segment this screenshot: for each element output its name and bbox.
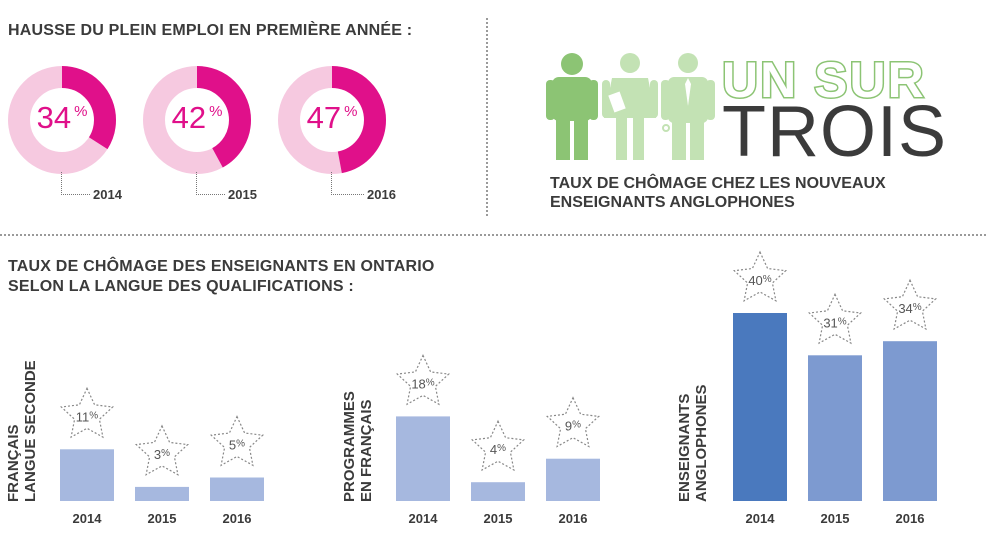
vertical-divider	[486, 18, 488, 216]
donut-2014-year: 2014	[93, 187, 122, 202]
bar-value-label: 18%	[411, 376, 434, 391]
person-man-icon	[546, 53, 598, 160]
svg-text:UN SUR: UN SUR	[722, 54, 926, 102]
subtitle-line-1: TAUX DE CHÔMAGE CHEZ LES NOUVEAUX	[550, 175, 886, 192]
bar-year-label: 2016	[223, 511, 252, 526]
donut-2015	[143, 66, 251, 174]
bar-value-label: 3%	[154, 447, 170, 462]
bar-1-2015	[471, 482, 525, 501]
bar-title-line-2: SELON LA LANGUE DES QUALIFICATIONS :	[8, 278, 354, 295]
bar-0-2015	[135, 486, 189, 501]
donut-2015-year: 2015	[228, 187, 257, 202]
horizontal-divider	[0, 234, 986, 236]
bar-value-label: 31%	[823, 315, 846, 330]
headline-un-sur: UN SUR	[721, 54, 926, 102]
bar-2-2016	[883, 341, 937, 501]
donut-2014	[8, 66, 116, 174]
bar-section-title: TAUX DE CHÔMAGE DES ENSEIGNANTS EN ONTAR…	[8, 257, 435, 297]
bar-value-label: 4%	[490, 442, 506, 457]
donut-2015-leader	[196, 172, 225, 195]
donut-arc-2015	[143, 66, 251, 174]
bar-value-label: 9%	[565, 419, 581, 434]
bar-2-2015	[808, 355, 862, 501]
bar-year-label: 2016	[559, 511, 588, 526]
donut-2016-value: 47%	[306, 100, 358, 135]
bar-year-label: 2014	[746, 511, 776, 526]
bar-value-label: 40%	[748, 273, 771, 288]
bar-0-2014	[60, 449, 114, 501]
donut-2016-leader	[331, 172, 364, 195]
person-businessman-icon	[661, 53, 715, 160]
bar-0-2016	[210, 477, 264, 501]
bar-year-label: 2014	[409, 511, 439, 526]
donut-2016-year: 2016	[367, 187, 396, 202]
english-teachers-subtitle: TAUX DE CHÔMAGE CHEZ LES NOUVEAUX ENSEIG…	[550, 174, 886, 212]
bar-year-label: 2015	[821, 511, 850, 526]
donut-2014-value: 34%	[36, 100, 88, 135]
bar-value-label: 11%	[76, 409, 99, 424]
bar-year-label: 2014	[73, 511, 103, 526]
donut-2015-value: 42%	[171, 100, 223, 135]
donut-2016	[278, 66, 386, 174]
person-woman-icon	[602, 53, 658, 160]
headline-trois: TROIS	[722, 92, 948, 172]
bar-value-label: 5%	[229, 438, 245, 453]
bar-value-label: 34%	[898, 301, 921, 316]
subtitle-line-2: ENSEIGNANTS ANGLOPHONES	[550, 194, 795, 211]
bar-1-2014	[396, 416, 450, 501]
donut-section-title: HAUSSE DU PLEIN EMPLOI EN PREMIÈRE ANNÉE…	[8, 22, 413, 39]
bar-title-line-1: TAUX DE CHÔMAGE DES ENSEIGNANTS EN ONTAR…	[8, 258, 435, 275]
bar-2-2014	[733, 313, 787, 501]
bar-1-2016	[546, 458, 600, 501]
donut-2014-leader	[61, 172, 90, 195]
donut-arc-2014	[8, 66, 116, 174]
donut-arc-2016	[278, 66, 386, 174]
bar-year-label: 2015	[148, 511, 177, 526]
bar-year-label: 2016	[896, 511, 925, 526]
bar-year-label: 2015	[484, 511, 513, 526]
